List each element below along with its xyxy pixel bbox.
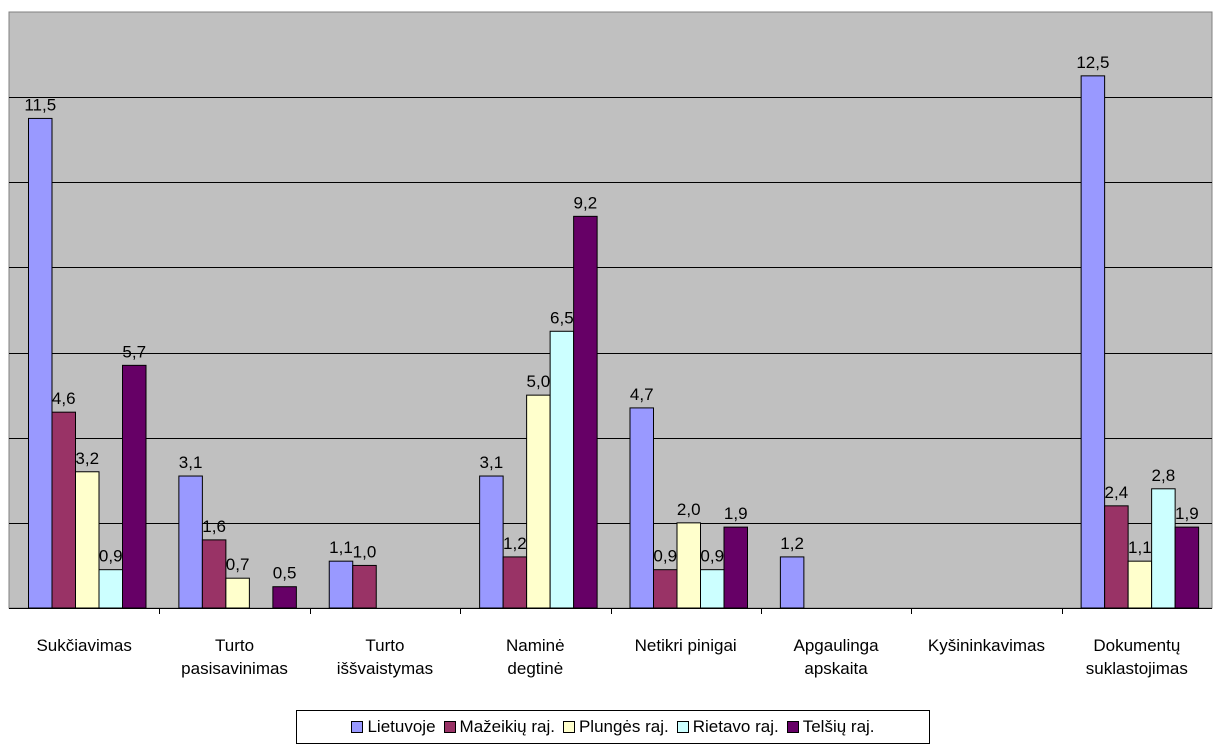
bar	[272, 586, 297, 609]
bar	[178, 475, 203, 609]
bar	[653, 569, 678, 609]
legend-item: Plungės raj.	[562, 717, 669, 737]
bar	[573, 215, 598, 609]
legend-swatch	[786, 721, 799, 733]
data-label: 3,1	[480, 453, 504, 472]
bar	[225, 577, 250, 609]
bar	[1104, 505, 1129, 609]
x-tick-label: Naminė degtinė	[506, 636, 565, 678]
data-label: 2,4	[1105, 483, 1129, 502]
bar	[700, 569, 725, 609]
x-tick-label: Turto pasisavinimas	[181, 636, 288, 678]
data-label: 1,1	[1128, 538, 1152, 557]
data-label: 11,5	[24, 95, 56, 114]
data-label: 5,0	[527, 372, 551, 391]
data-label: 4,7	[630, 385, 654, 404]
bar	[75, 471, 100, 609]
data-label: 0,5	[273, 564, 297, 583]
bar	[122, 364, 147, 609]
legend-item: Rietavo raj.	[676, 717, 779, 737]
bar	[526, 394, 551, 609]
legend-label: Telšių raj.	[802, 717, 875, 736]
data-label: 12,5	[1076, 53, 1109, 72]
legend-item: Lietuvoje	[351, 717, 436, 737]
bar	[201, 539, 227, 609]
data-label: 1,2	[503, 534, 527, 553]
bar	[723, 526, 748, 609]
legend-item: Telšių raj.	[786, 717, 875, 737]
legend-swatch	[676, 721, 689, 733]
data-label: 2,0	[677, 500, 701, 519]
data-label: 0,9	[653, 547, 677, 566]
bar	[479, 475, 504, 609]
legend-item: Mažeikių raj.	[443, 717, 555, 737]
data-label: 1,9	[724, 504, 748, 523]
x-tick-label: Dokumentų suklastojimas	[1086, 636, 1188, 678]
x-tick-label: Sukčiavimas	[36, 636, 131, 655]
bar	[328, 560, 354, 609]
bar	[352, 564, 377, 609]
data-label: 1,6	[202, 517, 226, 536]
bar	[676, 522, 701, 609]
bar	[1151, 488, 1176, 609]
x-tick-label: Apgaulinga apskaita	[794, 636, 880, 678]
data-label: 0,9	[700, 547, 724, 566]
bar	[51, 411, 76, 609]
data-label: 3,1	[179, 453, 203, 472]
bar	[629, 407, 654, 609]
legend-label: Mažeikių raj.	[459, 717, 555, 736]
data-label: 0,7	[226, 555, 250, 574]
bar	[779, 556, 805, 609]
data-label: 4,6	[52, 389, 76, 408]
plot-background	[8, 11, 1213, 609]
bar	[549, 330, 575, 609]
bar	[98, 569, 123, 609]
data-label: 5,7	[122, 342, 146, 361]
legend-swatch	[443, 721, 456, 733]
bar	[1174, 526, 1200, 609]
data-label: 3,2	[75, 449, 99, 468]
data-label: 9,2	[574, 193, 598, 212]
legend-label: Rietavo raj.	[692, 717, 779, 736]
data-labels-group: 11,5 3,1 1,1 3,1 4,7 1,2 12,5 4,6 1,6 1,0 1,2 0,9 2,…	[24, 53, 1198, 583]
bars-group	[28, 75, 1200, 609]
bar	[502, 556, 528, 609]
legend: Lietuvoje Mažeikių raj. Plungės raj. Rietav…	[296, 710, 930, 744]
data-label: 1,0	[353, 542, 377, 561]
legend-label: Plungės raj.	[578, 717, 669, 736]
data-label: 6,5	[550, 308, 574, 327]
data-label: 0,9	[99, 547, 123, 566]
bar	[1127, 560, 1153, 609]
legend-swatch	[351, 721, 364, 733]
x-tick-labels-group: Sukčiavimas Turto pasisavinimas Turto iššvai…	[36, 636, 1187, 678]
bar	[1080, 75, 1106, 609]
data-label: 1,9	[1175, 504, 1199, 523]
x-tick-label: Netikri pinigai	[635, 636, 737, 655]
plot-area	[8, 11, 1213, 614]
legend-label: Lietuvoje	[367, 717, 436, 736]
x-tick-label: Kyšininkavimas	[928, 636, 1045, 655]
legend-swatch	[562, 721, 575, 733]
bar	[28, 117, 53, 609]
data-label: 2,8	[1152, 466, 1176, 485]
x-tick-label: Turto iššvaistymas	[337, 636, 433, 678]
data-label: 1,1	[329, 538, 353, 557]
data-label: 1,2	[780, 534, 804, 553]
